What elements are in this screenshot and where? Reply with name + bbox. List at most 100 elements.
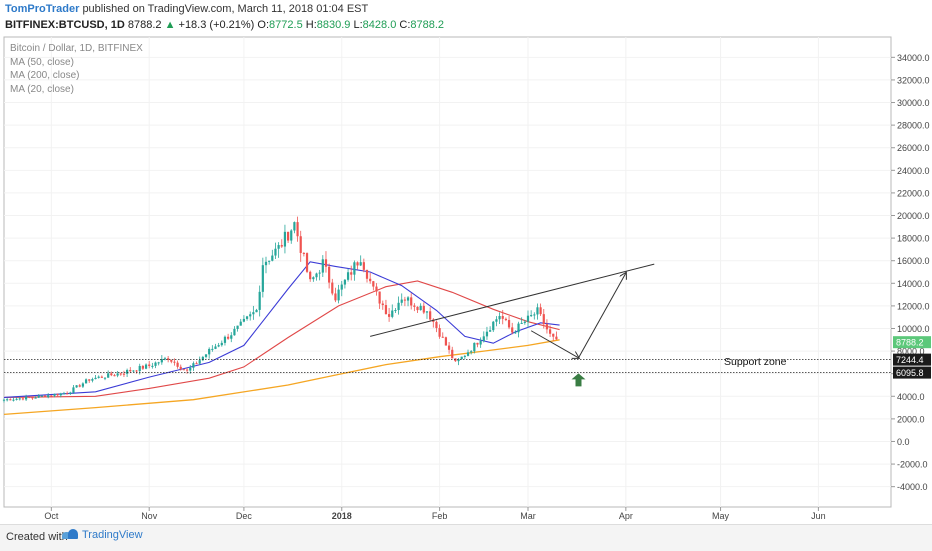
buy-arrow-icon[interactable] (571, 373, 586, 387)
y-tick-label: 2000.0 (897, 414, 925, 424)
candle-body (302, 252, 305, 254)
candle-body (227, 336, 230, 339)
y-tick-label: -4000.0 (897, 482, 928, 492)
y-tick-label: 0.0 (897, 437, 910, 447)
author-link[interactable]: TomProTrader (5, 3, 80, 15)
candle-body (69, 392, 72, 394)
candle-body (264, 261, 268, 266)
candle-body (110, 373, 113, 376)
x-tick-label: Dec (236, 511, 253, 521)
candle-body (28, 396, 31, 398)
candle-body (185, 369, 189, 371)
candle-body (43, 395, 47, 398)
candle-body (334, 293, 337, 301)
tradingview-brand-text: TradingView (82, 529, 143, 541)
x-tick-label: Oct (44, 511, 59, 521)
candle-body (460, 356, 463, 360)
candle-body (116, 373, 119, 376)
symbol-label[interactable]: BITFINEX:BTCUSD, 1D (5, 19, 125, 31)
candle-body (545, 324, 549, 330)
candle-body (517, 323, 520, 333)
y-tick-label: 32000.0 (897, 75, 930, 85)
candle-body (346, 272, 350, 280)
candle-body (163, 358, 167, 360)
y-tick-label: 18000.0 (897, 234, 930, 244)
legend-title[interactable]: Bitcoin / Dollar, 1D, BITFINEX (10, 43, 143, 54)
candle-body (479, 340, 482, 345)
candle-body (381, 303, 384, 306)
candle-body (97, 376, 100, 378)
candle-body (397, 302, 400, 311)
candle-body (195, 363, 198, 365)
chart-header: TomProTrader published on TradingView.co… (0, 0, 932, 38)
candle-body (321, 259, 324, 273)
high-value: 8830.9 (316, 19, 351, 31)
candle-body (176, 362, 179, 367)
ma50-line (3, 280, 560, 398)
candle-body (290, 230, 293, 241)
quote-line: BITFINEX:BTCUSD, 1D 8788.2 ▲ +18.3 (+0.2… (5, 19, 444, 31)
candle-body (473, 342, 476, 352)
moving-averages (3, 261, 560, 416)
y-tick-label: 22000.0 (897, 188, 930, 198)
candle-body (268, 260, 271, 262)
candle-body (350, 272, 353, 275)
candle-body (305, 253, 309, 272)
price-change: +18.3 (+0.21%) (178, 19, 255, 31)
x-tick-label: Apr (619, 511, 633, 521)
legend-ma200[interactable]: MA (200, close) (10, 70, 80, 81)
y-tick-label: 8000.0 (897, 347, 925, 357)
legend-ma50[interactable]: MA (50, close) (10, 56, 74, 68)
tradingview-link[interactable]: TradingView (62, 529, 143, 541)
candle-body (498, 316, 501, 320)
candle-body (192, 363, 195, 368)
candle-body (59, 393, 62, 396)
x-tick-label: 2018 (332, 511, 352, 521)
candle-body (296, 222, 299, 237)
candle-body (542, 314, 545, 325)
candle-body (66, 393, 69, 395)
candle-body (555, 336, 558, 340)
y-tick-label: -2000.0 (897, 460, 928, 470)
candle-body (189, 367, 192, 371)
candle-body (122, 373, 126, 375)
footer: Created with TradingView (0, 524, 932, 551)
candle-body (299, 236, 302, 253)
price-axis[interactable]: 34000.0 32000.0 30000.0 28000.0 26000.0 24000… (891, 53, 930, 492)
candle-body (492, 321, 495, 331)
time-axis[interactable]: Oct Nov Dec 2018 Feb Mar Apr May Jun (44, 507, 826, 521)
candle-body (315, 273, 318, 278)
candle-body (113, 375, 116, 377)
forecast-arrow[interactable] (530, 330, 578, 358)
plot-frame (3, 36, 892, 508)
candle-body (119, 373, 122, 375)
candle-body (425, 311, 429, 313)
candle-body (249, 314, 252, 317)
forecast-arrow[interactable] (578, 273, 625, 359)
price-labels: 8788.2 7244.4 6095.8 (893, 336, 931, 379)
x-tick-label: May (712, 511, 730, 521)
candle-body (523, 321, 526, 323)
drawings[interactable]: Support zone (4, 263, 891, 387)
candle-body (271, 255, 274, 261)
grid (4, 37, 891, 507)
candle-body (47, 395, 50, 398)
candle-body (280, 245, 283, 247)
candle-body (337, 289, 340, 301)
candle-body (84, 379, 88, 384)
candle-body (230, 335, 233, 339)
price-chart[interactable]: 34000.0 32000.0 30000.0 28000.0 26000.0 24000… (0, 0, 932, 524)
candle-body (204, 354, 208, 357)
candle-body (107, 373, 110, 378)
candle-body (157, 362, 160, 364)
open-value: 8772.5 (269, 19, 303, 31)
legend-ma20[interactable]: MA (20, close) (10, 83, 74, 95)
candle-body (6, 399, 9, 401)
candle-body (53, 393, 56, 396)
candle-body (9, 399, 12, 401)
publish-line: TomProTrader published on TradingView.co… (5, 3, 368, 15)
candle-body (2, 399, 6, 401)
ma20-line (3, 261, 560, 398)
candle-body (369, 278, 372, 282)
resistance-trendline[interactable] (370, 263, 655, 337)
